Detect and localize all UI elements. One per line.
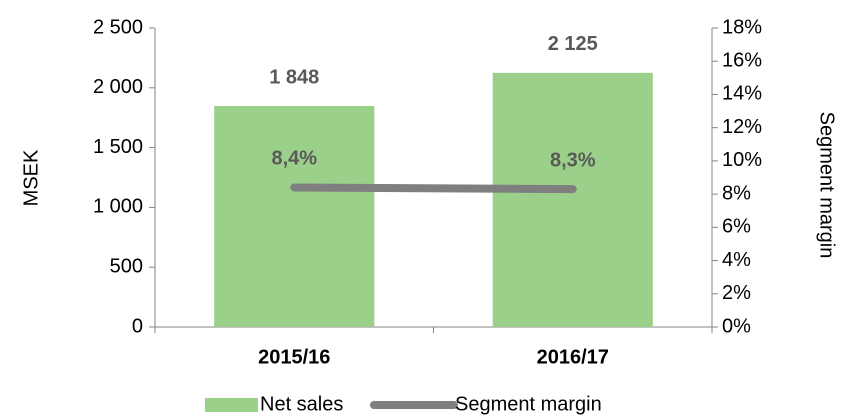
legend-swatch <box>205 398 258 412</box>
y-axis-title: MSEK <box>20 149 42 206</box>
y-tick-label: 500 <box>110 255 143 277</box>
data-label: 8,3% <box>550 149 596 171</box>
bar <box>492 72 653 327</box>
data-label: 1 848 <box>269 66 319 88</box>
legend-label: Segment margin <box>455 393 602 415</box>
y2-tick-label: 16% <box>722 50 762 72</box>
y2-tick-label: 10% <box>722 149 762 171</box>
x-tick-label: 2016/17 <box>537 346 609 368</box>
y-tick-label: 1 000 <box>93 196 143 218</box>
y-tick-label: 0 <box>132 315 143 337</box>
y2-axis-title: Segment margin <box>816 112 838 259</box>
y2-tick-label: 18% <box>722 16 762 38</box>
data-label: 8,4% <box>271 148 317 170</box>
y2-tick-label: 14% <box>722 83 762 105</box>
y2-tick-label: 8% <box>722 182 751 204</box>
y-tick-label: 2 500 <box>93 16 143 38</box>
y-tick-label: 1 500 <box>93 136 143 158</box>
y2-tick-label: 2% <box>722 282 751 304</box>
y-tick-label: 2 000 <box>93 76 143 98</box>
y2-tick-label: 4% <box>722 249 751 271</box>
y2-tick-label: 0% <box>722 315 751 337</box>
x-tick-label: 2015/16 <box>258 346 330 368</box>
legend-label: Net sales <box>260 393 343 415</box>
bar <box>214 105 375 327</box>
y2-tick-label: 12% <box>722 116 762 138</box>
line <box>290 183 577 194</box>
y2-tick-label: 6% <box>722 216 751 238</box>
data-label: 2 125 <box>548 33 598 55</box>
